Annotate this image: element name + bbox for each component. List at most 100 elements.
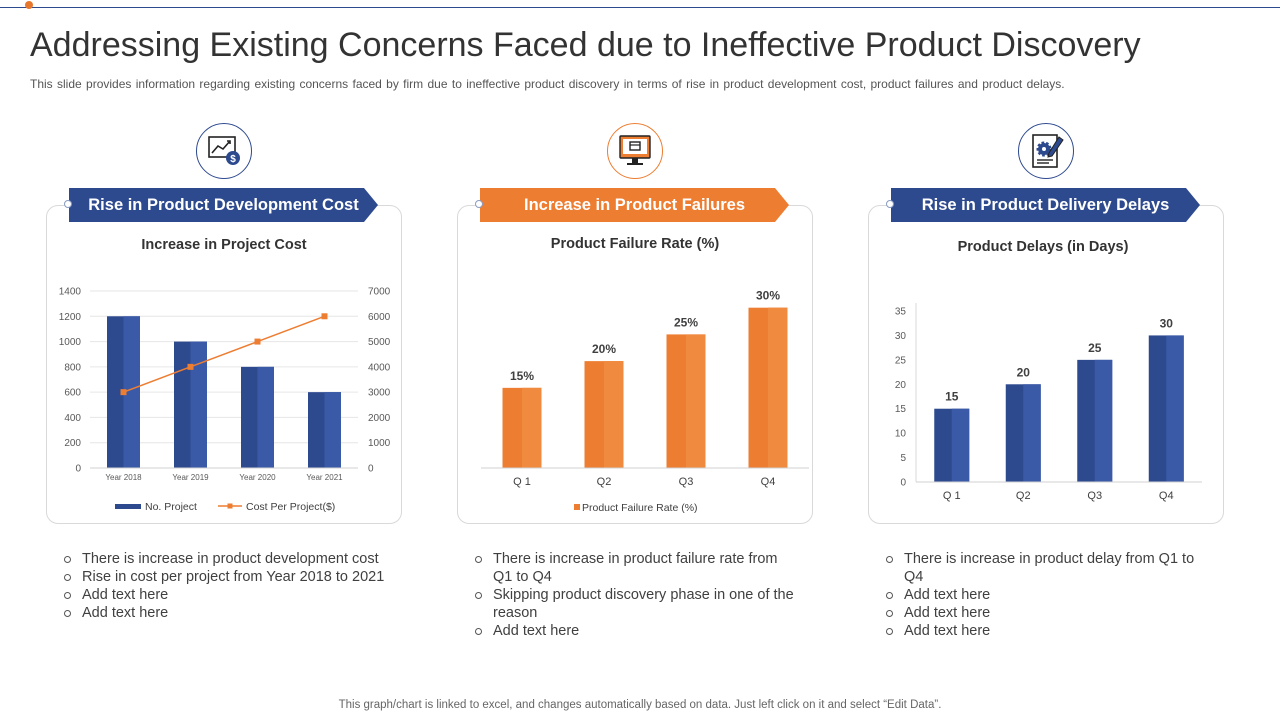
y-tick-label: 400 xyxy=(64,413,81,424)
chart-delays[interactable]: 0 5 10 15 20 25 30 35 15 Q 1 20 Q2 25 Q3 30 Q4 xyxy=(868,205,1224,525)
data-label: 25% xyxy=(674,315,698,329)
bullet-item: Add text here xyxy=(475,622,795,640)
x-tick-label: Year 2019 xyxy=(172,473,209,482)
icon-circle-development-cost: $ xyxy=(196,123,252,179)
page-title: Addressing Existing Concerns Faced due t… xyxy=(30,26,1141,64)
chart-title-failure-rate: Product Failure Rate (%) xyxy=(550,236,720,252)
panel-development-cost xyxy=(46,205,402,524)
document-gear-icon xyxy=(1032,134,1064,168)
top-accent-dot xyxy=(25,1,33,9)
bullet-item: There is increase in product development… xyxy=(64,550,404,568)
banner-delivery-delays: Rise in Product Delivery Delays xyxy=(886,188,1200,222)
y2-tick-label: 2000 xyxy=(368,413,391,424)
y2-tick-label: 5000 xyxy=(368,337,391,348)
line-point[interactable] xyxy=(254,338,261,345)
legend-label: Cost Per Project($) xyxy=(246,501,335,513)
y-tick-label: 0 xyxy=(75,464,81,475)
bullets-product-failures: There is increase in product failure rat… xyxy=(475,550,795,640)
line-point[interactable] xyxy=(321,313,328,320)
x-tick-label: Q 1 xyxy=(943,490,961,502)
series-line xyxy=(123,315,325,393)
banner-label: Rise in Product Development Cost xyxy=(88,196,359,214)
y2-tick-label: 6000 xyxy=(368,312,391,323)
bar-highlight xyxy=(123,316,140,468)
y-tick-label: 600 xyxy=(64,388,81,399)
y-tick-label: 5 xyxy=(900,453,906,464)
bullet-item: Skipping product discovery phase in one … xyxy=(475,586,795,622)
legend-swatch-bar xyxy=(115,504,141,509)
x-tick-label: Q4 xyxy=(1159,490,1174,502)
data-label: 25 xyxy=(1088,341,1102,355)
data-label: 15 xyxy=(945,390,959,404)
banner-development-cost: Rise in Product Development Cost xyxy=(64,188,378,222)
bar-highlight xyxy=(951,408,970,482)
y-tick-label: 1400 xyxy=(59,287,82,298)
bar-highlight xyxy=(768,307,788,468)
y-tick-label: 30 xyxy=(895,331,907,342)
banner-label: Rise in Product Delivery Delays xyxy=(921,196,1170,214)
y2-tick-label: 3000 xyxy=(368,388,391,399)
y2-tick-label: 4000 xyxy=(368,362,391,373)
data-label: 20% xyxy=(592,342,616,356)
bar-highlight xyxy=(1094,359,1113,482)
x-tick-label: Year 2018 xyxy=(105,473,142,482)
y2-tick-label: 1000 xyxy=(368,438,391,449)
bullets-delivery-delays: There is increase in product delay from … xyxy=(886,550,1206,640)
banner-ring xyxy=(886,200,894,208)
data-label: 30 xyxy=(1160,316,1174,330)
banner-ring xyxy=(64,200,72,208)
y-tick-label: 0 xyxy=(900,478,906,489)
x-tick-label: Q3 xyxy=(1087,490,1102,502)
legend-swatch-marker xyxy=(227,503,233,509)
bullet-item: There is increase in product delay from … xyxy=(886,550,1206,586)
bar-highlight xyxy=(190,341,207,468)
icon-circle-delivery-delays xyxy=(1018,123,1074,179)
legend-label: No. Project xyxy=(145,501,197,513)
bullet-item: Add text here xyxy=(886,622,1206,640)
y-tick-label: 35 xyxy=(895,307,907,318)
chart-title-delays: Product Delays (in Days) xyxy=(957,239,1129,255)
y-tick-label: 200 xyxy=(64,438,81,449)
svg-text:$: $ xyxy=(230,154,236,165)
data-label: 30% xyxy=(756,289,780,303)
bullets-development-cost: There is increase in product development… xyxy=(64,550,404,622)
banner-shape xyxy=(480,188,789,222)
banner-label: Increase in Product Failures xyxy=(524,196,745,214)
y2-tick-label: 0 xyxy=(368,464,374,475)
x-tick-label: Q3 xyxy=(679,476,694,488)
footer-note: This graph/chart is linked to excel, and… xyxy=(338,699,942,711)
x-tick-label: Q 1 xyxy=(513,476,531,488)
bar-highlight xyxy=(686,334,706,468)
x-tick-label: Q2 xyxy=(1016,490,1031,502)
y-tick-label: 800 xyxy=(64,362,81,373)
y-tick-label: 20 xyxy=(895,380,907,391)
x-tick-label: Q2 xyxy=(597,476,612,488)
bar-highlight xyxy=(324,392,341,468)
line-point[interactable] xyxy=(187,363,194,370)
y-tick-label: 15 xyxy=(895,404,907,415)
banner-shape xyxy=(891,188,1200,222)
banner-ring xyxy=(475,200,483,208)
bar-highlight xyxy=(1166,335,1184,482)
x-tick-label: Q4 xyxy=(761,476,776,488)
bar-highlight xyxy=(604,361,624,468)
icon-circle-product-failures xyxy=(607,123,663,179)
bar-highlight xyxy=(257,366,274,468)
top-rule xyxy=(0,7,1280,8)
x-tick-label: Year 2020 xyxy=(239,473,276,482)
y-tick-label: 1000 xyxy=(59,337,82,348)
page-subtitle: This slide provides information regardin… xyxy=(30,77,1065,91)
banner-shape xyxy=(69,188,378,222)
y-tick-label: 1200 xyxy=(59,312,82,323)
line-point[interactable] xyxy=(120,389,127,396)
chart-failure-rate[interactable]: 15% Q 1 20% Q2 25% Q3 30% Q4 Product Failure Rat… xyxy=(457,205,813,525)
bar-highlight xyxy=(1023,384,1041,482)
monitor-cart-icon xyxy=(619,135,651,165)
y2-tick-label: 7000 xyxy=(368,287,391,298)
bullet-item: Add text here xyxy=(64,586,404,604)
chart-money-icon: $ xyxy=(208,136,240,165)
y-tick-label: 25 xyxy=(895,355,907,366)
bullet-item: Add text here xyxy=(886,586,1206,604)
chart-title-project-cost: Increase in Project Cost xyxy=(141,237,307,253)
chart-project-cost[interactable]: 0 200 400 600 800 1000 1200 1400 0 1000 2000 3000 40… xyxy=(46,205,402,514)
